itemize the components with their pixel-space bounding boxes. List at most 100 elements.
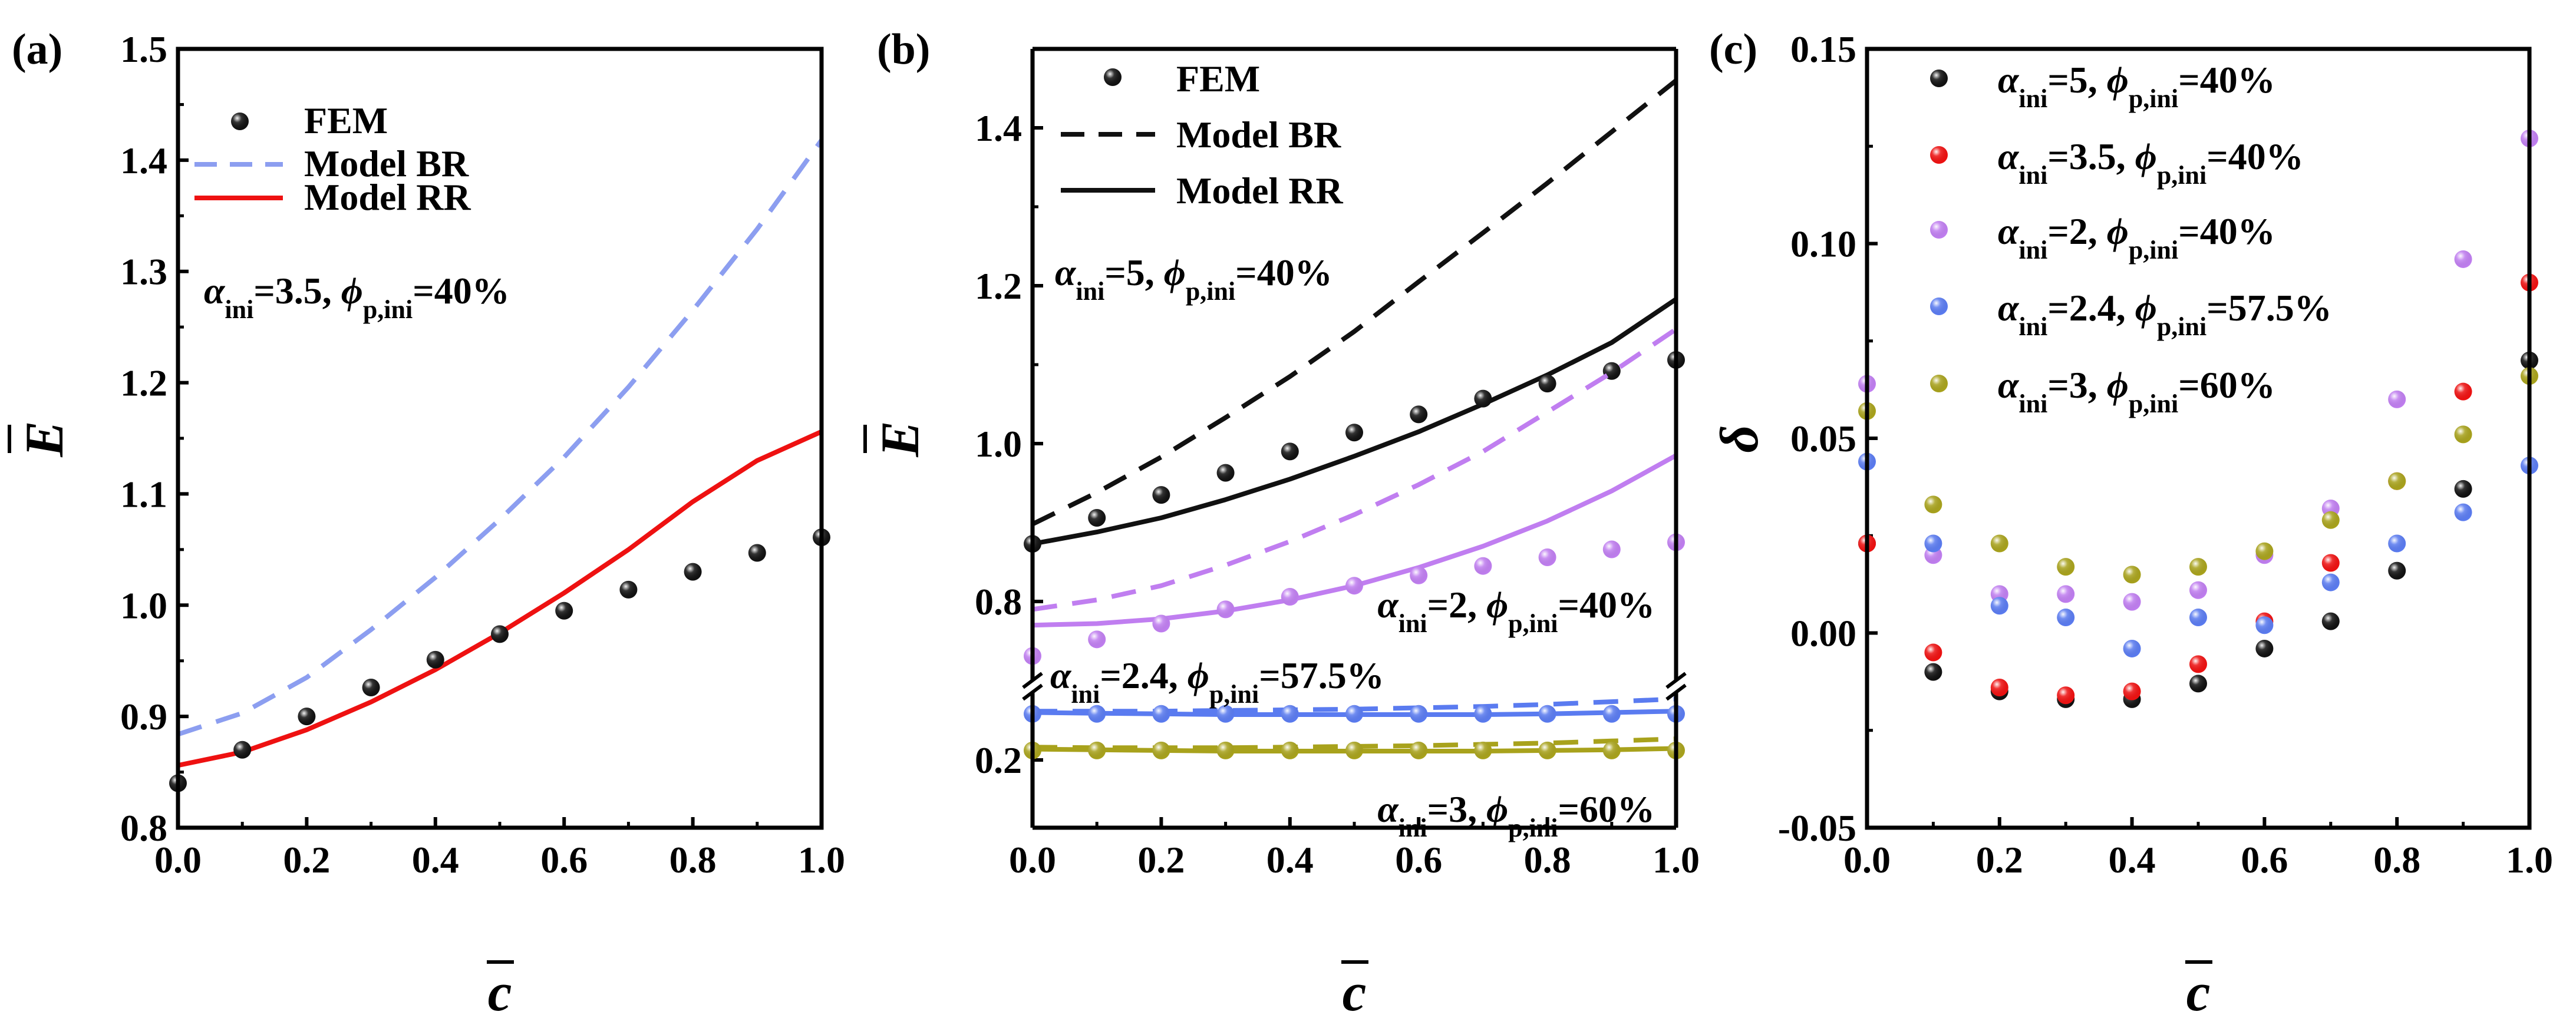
text-run: α [1377,584,1399,626]
data-point-shine [1152,705,1170,723]
data-point-shine [555,601,573,620]
data-point [2454,382,2472,401]
data-point-shine [1474,705,1492,723]
data-point-shine [1345,741,1363,759]
data-point [1088,630,1106,649]
data-point-shine [2123,682,2141,700]
data-point [1216,464,1235,482]
data-point [2123,593,2141,611]
x-tick-label: 1.0 [2506,839,2553,881]
data-point [1474,557,1492,575]
data-point-shine [1152,486,1170,504]
data-point-shine [1930,146,1948,164]
text-run: p,ini [1508,609,1558,638]
data-point [1990,534,2008,553]
data-point [1088,741,1106,759]
data-point [2321,554,2340,572]
data-point-shine [1410,741,1428,759]
data-point [1152,614,1170,633]
text-run: ϕ [2107,59,2129,101]
data-point-shine [1410,405,1428,424]
y-tick-label: 1.4 [975,107,1022,149]
data-point-shine [2189,609,2207,627]
data-point [1538,548,1556,566]
data-point [1410,705,1428,723]
data-point-shine [2321,511,2340,529]
data-point-shine [1602,741,1621,759]
data-point [555,601,573,620]
legend-label: Model BR [1176,114,1341,156]
legend-label: αini=2.4, ϕp,ini=57.5% [1998,287,2332,341]
data-point-shine [1924,643,1942,662]
panel-label: (b) [877,25,930,74]
panel-c: 0.0 0.2 0.4 0.6 0.8 1.0 -0.05 0.00 0.05 0.10 0.15 α… [1709,25,2553,1022]
data-point-shine [1088,705,1106,723]
data-point [1990,597,2008,615]
data-point [1345,424,1363,442]
annotation: αini=3.5, ϕp,ini=40% [204,270,510,324]
series-line-br--ini-5-p-ini-40- [1033,78,1676,527]
data-point [2255,542,2274,560]
data-point [2057,686,2075,705]
annotation: αini=3, ϕp,ini=60% [1377,788,1655,842]
data-point-shine [1930,221,1948,239]
y-tick-label: 0.10 [1790,223,1856,265]
data-point [2454,503,2472,521]
x-tick-label: 0.6 [1395,839,1442,881]
y-tick-label: 1.5 [120,28,167,70]
legend-label: Model BR [304,143,469,184]
data-point [1152,741,1170,759]
data-point [2388,561,2406,580]
data-point [1345,577,1363,595]
data-point-shine [1602,362,1621,380]
data-point-shine [2454,382,2472,401]
text-run: =57.5% [1259,655,1384,696]
text-run: p,ini [1186,277,1235,306]
data-point-shine [1474,741,1492,759]
data-point [1602,362,1621,380]
data-point [1216,741,1235,759]
data-point [1602,540,1621,558]
data-point-shine [1538,375,1556,393]
data-point [684,563,702,581]
data-point [1924,663,1942,681]
data-point-shine [1474,389,1492,408]
data-point-shine [2454,480,2472,498]
y-tick-label: 0.00 [1790,613,1856,655]
series-line-model-rr [178,429,822,768]
x-axis-title: c [2186,962,2211,1022]
text-run: ϕ [2135,287,2157,329]
data-point-shine [2189,675,2207,693]
data-point [1216,600,1235,619]
y-tick-label: 1.0 [975,423,1022,465]
data-point-shine [2123,639,2141,657]
x-tick-label: 0.8 [669,839,717,881]
data-point [1281,705,1299,723]
data-point [2454,480,2472,498]
data-point-shine [2057,585,2075,603]
text-run: α [1998,135,2020,177]
text-run: =60% [1558,788,1655,830]
x-tick-label: 1.0 [1653,839,1700,881]
data-point [1281,587,1299,606]
y-tick-label: 0.2 [975,739,1022,781]
x-tick-label: 0.2 [1137,839,1185,881]
data-point [1281,442,1299,461]
data-point-shine [1088,630,1106,649]
x-tick-label: 0.6 [540,839,588,881]
text-run: ini [2018,236,2047,265]
data-point-shine [1602,705,1621,723]
data-point [1088,508,1106,527]
text-run: p,ini [2157,161,2206,190]
data-point-shine [491,625,509,643]
text-run: =40% [2178,210,2275,252]
data-point [1990,679,2008,697]
x-tick-label: 0.0 [154,839,202,881]
data-point [1538,705,1556,723]
data-point-shine [1088,508,1106,527]
data-point-shine [1924,663,1942,681]
data-point [2123,639,2141,657]
data-point [1216,705,1235,723]
